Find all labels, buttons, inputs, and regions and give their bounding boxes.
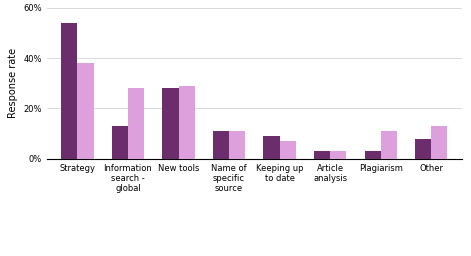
Bar	[112, 126, 128, 159]
Bar	[280, 141, 296, 159]
Bar	[330, 151, 346, 159]
Bar	[263, 136, 280, 159]
Bar	[61, 23, 77, 159]
Bar	[77, 63, 94, 159]
Bar	[314, 151, 330, 159]
Bar	[431, 126, 447, 159]
Bar	[415, 138, 431, 159]
Bar	[162, 88, 179, 159]
Y-axis label: Response rate: Response rate	[8, 48, 18, 118]
Bar	[179, 86, 195, 159]
Bar	[213, 131, 229, 159]
Bar	[128, 88, 144, 159]
Bar	[229, 131, 245, 159]
Bar	[381, 131, 397, 159]
Bar	[365, 151, 381, 159]
